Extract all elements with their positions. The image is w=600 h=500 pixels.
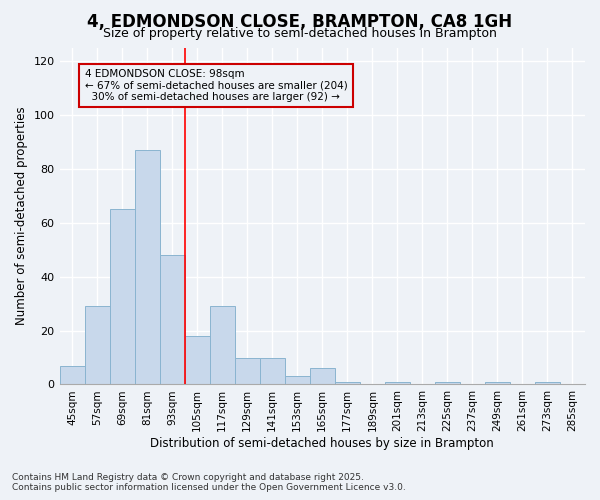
Bar [435,382,460,384]
Y-axis label: Number of semi-detached properties: Number of semi-detached properties [15,106,28,326]
Bar [285,376,310,384]
Bar [260,358,285,384]
Bar [59,366,85,384]
Bar [385,382,410,384]
Bar [110,209,134,384]
Text: 4, EDMONDSON CLOSE, BRAMPTON, CA8 1GH: 4, EDMONDSON CLOSE, BRAMPTON, CA8 1GH [88,12,512,30]
Bar [535,382,560,384]
Bar [235,358,260,384]
Text: 4 EDMONDSON CLOSE: 98sqm
← 67% of semi-detached houses are smaller (204)
  30% o: 4 EDMONDSON CLOSE: 98sqm ← 67% of semi-d… [85,69,347,102]
Text: Size of property relative to semi-detached houses in Brampton: Size of property relative to semi-detach… [103,28,497,40]
Bar [335,382,360,384]
Bar [185,336,209,384]
Text: Contains HM Land Registry data © Crown copyright and database right 2025.
Contai: Contains HM Land Registry data © Crown c… [12,473,406,492]
Bar [85,306,110,384]
Bar [209,306,235,384]
Bar [134,150,160,384]
Bar [310,368,335,384]
Bar [485,382,510,384]
X-axis label: Distribution of semi-detached houses by size in Brampton: Distribution of semi-detached houses by … [151,437,494,450]
Bar [160,255,185,384]
